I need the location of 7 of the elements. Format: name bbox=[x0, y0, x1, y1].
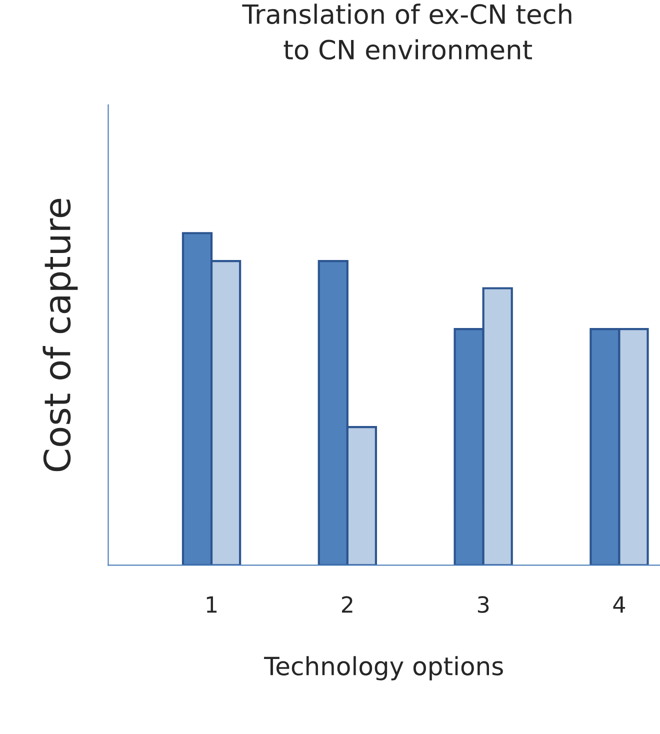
x-tick-label: 1 bbox=[206, 596, 217, 613]
x-tick-label: 2 bbox=[342, 596, 352, 613]
x-tick-label: 4 bbox=[613, 596, 626, 613]
x-axis-title: Technology options bbox=[264, 656, 503, 680]
y-axis-title: Cost of capture bbox=[42, 198, 78, 472]
x-tick-label: 3 bbox=[478, 596, 489, 613]
chart-title: Translation of ex-CN tech to CN environment bbox=[242, 4, 572, 60]
